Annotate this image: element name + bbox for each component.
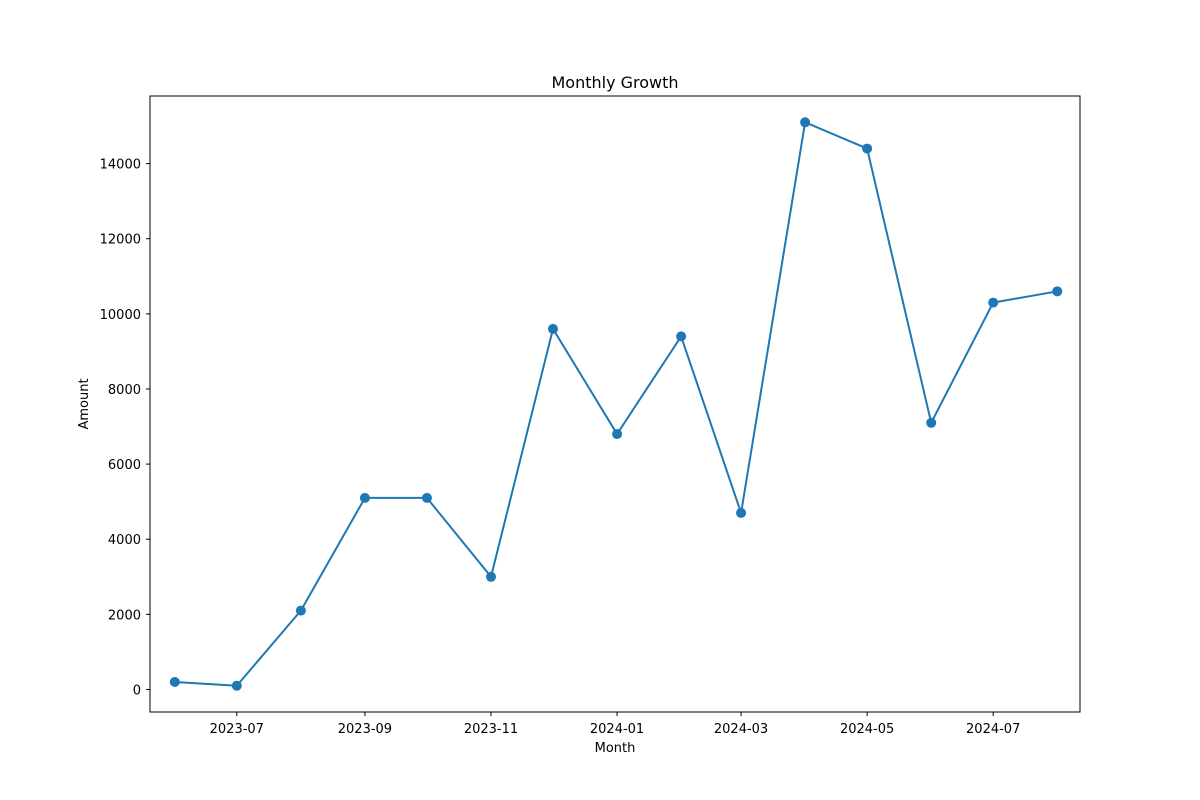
y-axis-label: Amount [77, 378, 92, 429]
x-tick-label: 2023-07 [210, 722, 264, 737]
x-tick-label: 2023-11 [464, 722, 518, 737]
x-tick-label: 2024-05 [840, 722, 894, 737]
data-point [736, 507, 747, 518]
data-point [1052, 286, 1063, 297]
y-tick-label: 10000 [100, 308, 141, 323]
x-tick-label: 2023-09 [338, 722, 392, 737]
y-tick-label: 6000 [108, 458, 141, 473]
y-tick-label: 12000 [100, 233, 141, 248]
data-point [926, 417, 937, 428]
data-point [988, 297, 999, 308]
y-tick-label: 4000 [108, 533, 141, 548]
x-axis: 2023-07 2023-09 2023-11 2024-01 2024-03 2024-… [210, 712, 1020, 737]
data-point [231, 680, 242, 691]
y-tick-label: 2000 [108, 608, 141, 623]
data-point [548, 323, 558, 334]
y-tick-label: 14000 [100, 158, 141, 173]
series-layer [169, 117, 1063, 691]
data-point [862, 143, 873, 154]
data-point [421, 492, 432, 503]
x-tick-label: 2024-03 [714, 722, 768, 737]
y-tick-label: 0 [133, 683, 141, 698]
data-point [486, 571, 496, 582]
data-point [359, 492, 370, 503]
chart-title: Monthly Growth [551, 73, 678, 92]
x-tick-label: 2024-01 [590, 722, 644, 737]
data-point [612, 429, 623, 440]
data-point [676, 331, 687, 342]
data-point [295, 605, 306, 616]
data-point [169, 676, 180, 687]
data-point [800, 117, 811, 128]
y-tick-label: 8000 [108, 383, 141, 398]
x-tick-label: 2024-07 [966, 722, 1020, 737]
y-axis: 0 2000 4000 6000 8000 10000 12000 14000 [100, 158, 150, 698]
plot-frame [149, 95, 1081, 713]
x-axis-label: Month [595, 741, 636, 756]
